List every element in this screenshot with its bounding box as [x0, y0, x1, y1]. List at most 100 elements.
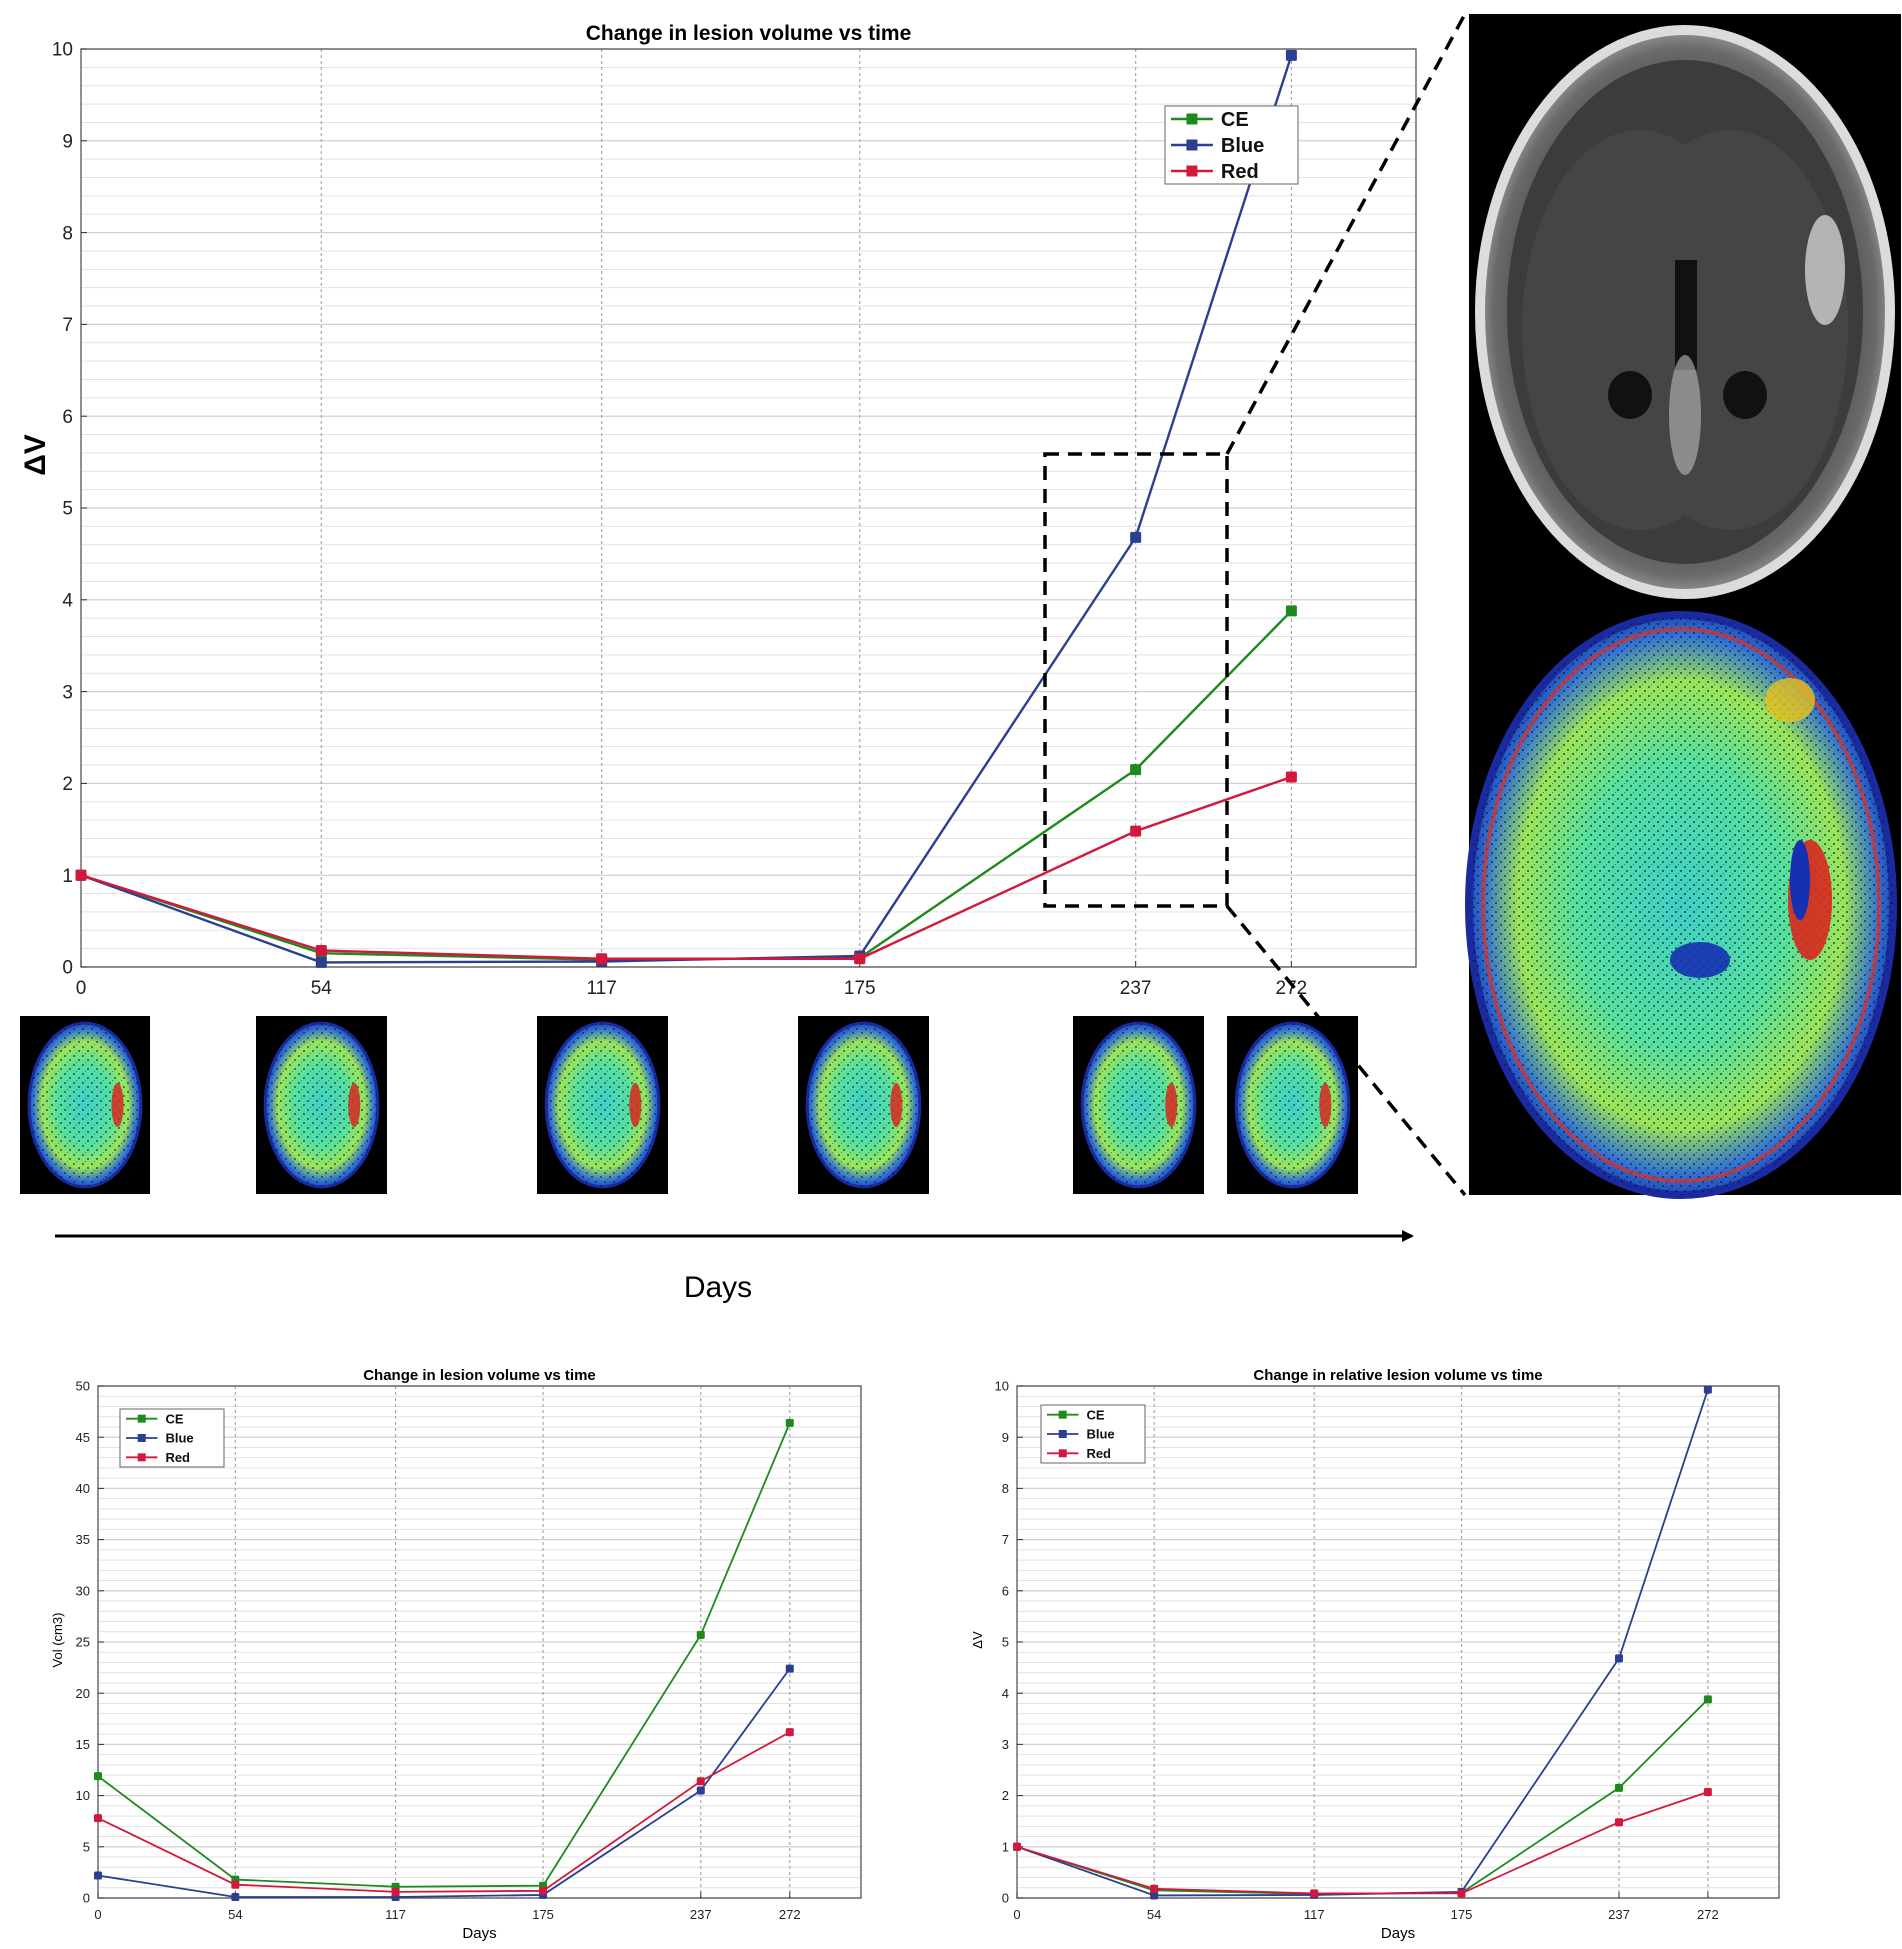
y-tick-label: 5: [83, 1839, 90, 1854]
thumbnail-speckle: [1236, 1023, 1349, 1187]
x-tick-label: 272: [1276, 978, 1308, 999]
x-tick-label: 175: [844, 978, 876, 999]
data-point-ce: [1285, 605, 1297, 617]
thumbnail-117: [537, 1016, 668, 1194]
data-point-blue: [1130, 531, 1142, 543]
data-point-red: [391, 1887, 400, 1896]
legend-label: Red: [1086, 1446, 1111, 1461]
data-point-ce: [696, 1630, 705, 1639]
series-line-red: [80, 775, 1292, 960]
y-tick-label: 8: [62, 223, 73, 244]
y-tick-label: 8: [1002, 1481, 1009, 1496]
x-tick-label: 175: [532, 1907, 554, 1922]
y-tick-label: 35: [76, 1532, 90, 1547]
x-tick-label: 117: [1304, 1907, 1325, 1922]
legend-marker: [137, 1453, 146, 1462]
zoom-connector-top: [1225, 13, 1467, 455]
thumbnail-lesion: [111, 1083, 124, 1127]
data-point-red: [1150, 1884, 1159, 1893]
x-tick-label: 237: [1608, 1907, 1630, 1922]
data-point-red: [1285, 771, 1297, 783]
dsc-colormap-image: [1465, 609, 1901, 1199]
data-point-blue: [1150, 1891, 1159, 1900]
legend-marker: [1058, 1449, 1067, 1458]
y-tick-label: 40: [76, 1481, 90, 1496]
data-point-red: [596, 953, 608, 965]
x-tick-label: 0: [1013, 1907, 1020, 1922]
data-point-red: [1703, 1788, 1712, 1797]
y-tick-label: 10: [52, 40, 73, 61]
y-tick-label: 5: [1002, 1635, 1009, 1650]
data-point-ce: [785, 1418, 794, 1427]
thumbnail-speckle: [265, 1023, 378, 1187]
data-point-ce: [94, 1772, 102, 1781]
data-point-blue: [315, 956, 327, 968]
y-tick-label: 15: [76, 1737, 90, 1752]
main-chart: 0 1 2 3 4 5 6 7 8 9 10 0 54 117 175 237 272 Change in les…: [19, 22, 1417, 999]
legend-marker: [1186, 165, 1198, 177]
data-point-red: [75, 869, 87, 881]
data-point-blue: [94, 1871, 102, 1880]
x-axis-label: Days: [1381, 1925, 1415, 1942]
timeline-label: Days: [684, 1271, 752, 1304]
y-tick-label: 0: [62, 958, 73, 979]
y-tick-label: 30: [76, 1583, 90, 1598]
chart-title: Change in relative lesion volume vs time: [1253, 1367, 1542, 1384]
legend-marker: [1058, 1430, 1067, 1438]
x-tick-label: 117: [385, 1907, 406, 1922]
x-tick-label: 272: [779, 1907, 801, 1922]
x-tick-label: 54: [311, 978, 333, 999]
zoom-connector-bottom: [1225, 904, 1467, 1197]
y-tick-label: 6: [62, 407, 73, 428]
data-point-red: [1310, 1889, 1319, 1898]
data-point-blue: [1614, 1654, 1623, 1663]
series-line-ce: [97, 1422, 791, 1888]
y-tick-label: 3: [1002, 1737, 1009, 1752]
x-tick-label: 54: [1147, 1907, 1161, 1922]
data-point-red: [854, 953, 866, 965]
data-point-red: [1130, 825, 1142, 837]
data-point-blue: [231, 1892, 240, 1901]
x-tick-label: 175: [1451, 1907, 1473, 1922]
legend-marker: [1186, 139, 1198, 151]
data-point-red: [231, 1880, 240, 1889]
x-tick-label: 0: [94, 1907, 101, 1922]
thumbnail-272: [1227, 1016, 1358, 1194]
thumbnail-lesion: [1319, 1083, 1332, 1127]
legend-marker: [137, 1434, 146, 1442]
y-tick-label: 20: [76, 1686, 90, 1701]
x-tick-label: 117: [587, 978, 617, 999]
thumbnail-lesion: [629, 1083, 642, 1127]
y-tick-label: 0: [83, 1891, 90, 1906]
x-tick-label: 237: [1120, 978, 1152, 999]
y-tick-label: 1: [62, 866, 73, 887]
thumbnail-speckle: [546, 1023, 659, 1187]
data-point-red: [539, 1886, 548, 1895]
data-point-red: [315, 944, 327, 956]
data-point-red: [785, 1728, 794, 1737]
legend-label: CE: [1086, 1407, 1104, 1422]
chart-title: Change in lesion volume vs time: [586, 22, 912, 45]
x-tick-label: 272: [1697, 1907, 1719, 1922]
y-tick-label: 2: [1002, 1788, 1009, 1803]
thumbnail-0: [20, 1016, 150, 1194]
legend-label: Blue: [165, 1431, 193, 1446]
y-tick-label: 3: [62, 682, 73, 703]
data-point-red: [696, 1777, 705, 1786]
data-point-red: [1013, 1842, 1021, 1851]
data-point-red: [94, 1814, 102, 1823]
series-line-red: [97, 1731, 791, 1893]
x-tick-label: 54: [228, 1907, 242, 1922]
y-tick-label: 9: [62, 131, 73, 152]
legend-label: CE: [165, 1411, 183, 1426]
y-tick-label: 10: [76, 1788, 90, 1803]
legend-marker: [1058, 1410, 1067, 1419]
legend-label: Red: [1221, 161, 1259, 183]
thumbnail-speckle: [1082, 1023, 1195, 1187]
y-tick-label: 9: [1002, 1430, 1009, 1445]
data-point-blue: [1285, 49, 1297, 61]
thumbnail-lesion: [348, 1083, 361, 1127]
data-point-blue: [785, 1664, 794, 1673]
y-axis-label: Vol (cm3): [50, 1613, 65, 1668]
